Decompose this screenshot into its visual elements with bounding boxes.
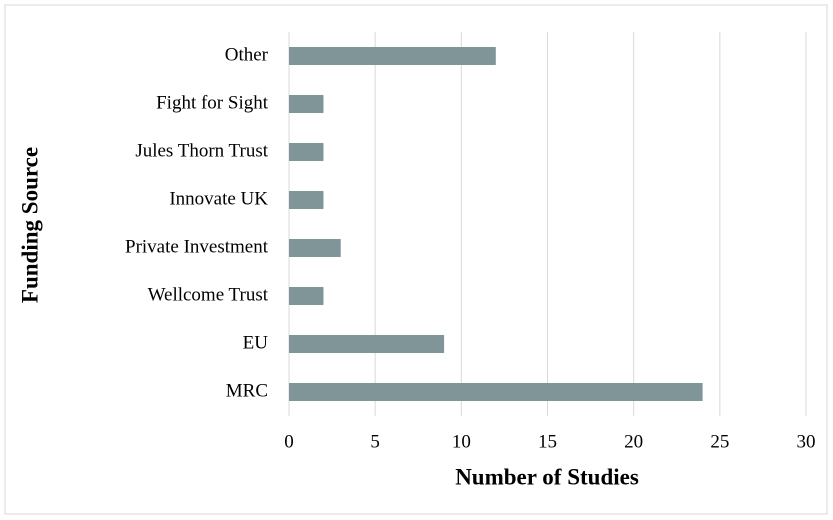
x-tick-label: 0 (284, 431, 294, 452)
y-tick-label: EU (243, 332, 269, 353)
chart-border (4, 4, 828, 515)
y-tick-label: Private Investment (125, 236, 269, 257)
bar (289, 335, 445, 353)
bar (289, 239, 341, 257)
y-tick-label: Jules Thorn Trust (135, 140, 268, 161)
y-axis-title: Funding Source (17, 147, 42, 303)
y-tick-label: Innovate UK (169, 188, 268, 209)
y-tick-label: MRC (226, 380, 268, 401)
y-tick-label: Other (225, 44, 269, 65)
x-tick-label: 10 (452, 431, 471, 452)
x-axis-title: Number of Studies (455, 464, 639, 489)
x-tick-label: 15 (538, 431, 557, 452)
x-tick-label: 25 (710, 431, 729, 452)
bar (289, 191, 324, 209)
bar (289, 95, 324, 113)
x-tick-label: 30 (797, 431, 816, 452)
bar (289, 287, 324, 305)
x-tick-label: 20 (624, 431, 643, 452)
bar (289, 143, 324, 161)
bar (289, 47, 496, 65)
x-tick-label: 5 (370, 431, 380, 452)
y-tick-label: Fight for Sight (156, 92, 269, 113)
bar (289, 383, 703, 401)
y-tick-label: Wellcome Trust (148, 284, 269, 305)
